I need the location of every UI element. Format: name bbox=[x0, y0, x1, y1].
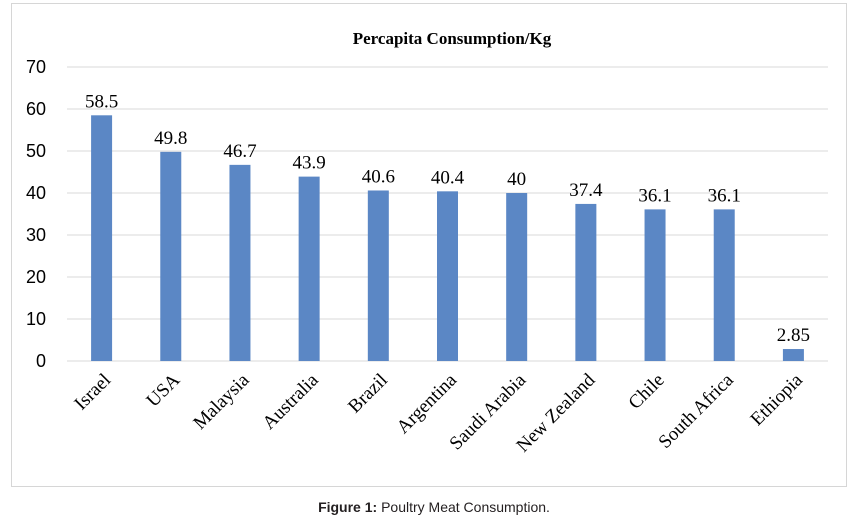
y-tick-label: 50 bbox=[26, 141, 46, 161]
data-label: 40.6 bbox=[362, 166, 395, 187]
data-label: 46.7 bbox=[223, 141, 256, 162]
figure-caption: Figure 1: Poultry Meat Consumption. bbox=[0, 499, 868, 515]
bar-brazil bbox=[367, 190, 389, 361]
data-label: 40 bbox=[507, 169, 526, 190]
data-labels: 58.5 49.8 46.7 43.9 40.6 40.4 40 37.4 36.1 36.1 2.… bbox=[85, 91, 810, 346]
bar-chile bbox=[644, 209, 666, 361]
x-tick-label: Australia bbox=[259, 369, 323, 433]
y-tick-label: 30 bbox=[26, 225, 46, 245]
y-tick-label: 70 bbox=[26, 57, 46, 77]
y-tick-label: 0 bbox=[36, 351, 46, 371]
caption-label: Figure 1: bbox=[318, 499, 378, 515]
bar-argentina bbox=[437, 191, 458, 361]
data-label: 58.5 bbox=[85, 91, 118, 112]
y-tick-label: 40 bbox=[26, 183, 46, 203]
data-label: 2.85 bbox=[777, 325, 810, 346]
data-label: 49.8 bbox=[154, 128, 187, 149]
x-tick-label: Argentina bbox=[393, 369, 462, 438]
bar-south-africa bbox=[713, 209, 735, 361]
y-tick-label: 60 bbox=[26, 99, 46, 119]
bar-ethiopia bbox=[782, 349, 804, 361]
x-tick-label: South Africa bbox=[655, 369, 739, 453]
data-label: 43.9 bbox=[293, 153, 326, 174]
bar-new-zealand bbox=[575, 203, 597, 361]
chart-title: Percapita Consumption/Kg bbox=[353, 29, 552, 48]
bar-chart: Percapita Consumption/Kg 0 10 20 30 40 50 60 70… bbox=[26, 29, 828, 457]
x-tick-label: USA bbox=[143, 369, 185, 411]
bar-israel bbox=[91, 115, 113, 361]
x-tick-label: Chile bbox=[625, 370, 669, 414]
y-tick-label: 20 bbox=[26, 267, 46, 287]
data-label: 37.4 bbox=[569, 180, 603, 201]
y-tick-label: 10 bbox=[26, 309, 46, 329]
x-tick-label: Malaysia bbox=[189, 369, 253, 433]
bars bbox=[91, 115, 804, 361]
x-tick-label: Brazil bbox=[344, 370, 392, 418]
bar-australia bbox=[298, 176, 320, 361]
chart-frame: Percapita Consumption/Kg 0 10 20 30 40 50 60 70… bbox=[11, 3, 847, 487]
x-tick-label: Ethiopia bbox=[747, 369, 808, 430]
data-label: 36.1 bbox=[708, 185, 741, 206]
bar-usa bbox=[160, 151, 182, 361]
x-tick-label: Israel bbox=[70, 370, 115, 415]
bar-malaysia bbox=[229, 164, 251, 361]
y-axis-ticks: 0 10 20 30 40 50 60 70 bbox=[26, 57, 46, 371]
x-axis-labels: Israel USA Malaysia Australia Brazil Argentin… bbox=[70, 369, 807, 456]
caption-text: Poultry Meat Consumption. bbox=[377, 499, 550, 515]
bar-saudi-arabia bbox=[506, 193, 528, 361]
data-label: 36.1 bbox=[638, 185, 671, 206]
data-label: 40.4 bbox=[431, 167, 465, 188]
